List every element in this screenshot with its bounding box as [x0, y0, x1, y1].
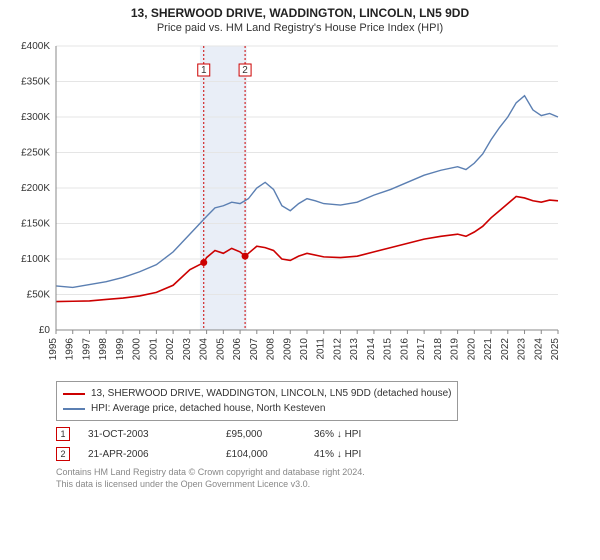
sale-diff: 41% ↓ HPI — [314, 449, 404, 460]
svg-text:2019: 2019 — [450, 338, 461, 361]
svg-text:2000: 2000 — [132, 338, 143, 361]
svg-text:1996: 1996 — [65, 338, 76, 361]
svg-text:2014: 2014 — [366, 338, 377, 361]
chart-subtitle: Price paid vs. HM Land Registry's House … — [8, 22, 592, 34]
sale-date: 21-APR-2006 — [88, 449, 208, 460]
svg-text:1997: 1997 — [81, 338, 92, 361]
svg-text:£0: £0 — [39, 325, 51, 336]
sales-list: 1 31-OCT-2003 £95,000 36% ↓ HPI 2 21-APR-2006… — [56, 427, 592, 461]
footer-line-1: Contains HM Land Registry data © Crown c… — [56, 467, 592, 479]
sale-date: 31-OCT-2003 — [88, 429, 208, 440]
sale-marker-box: 2 — [56, 447, 70, 461]
svg-text:2013: 2013 — [349, 338, 360, 361]
svg-text:2018: 2018 — [433, 338, 444, 361]
svg-text:2005: 2005 — [215, 338, 226, 361]
chart-title: 13, SHERWOOD DRIVE, WADDINGTON, LINCOLN,… — [8, 6, 592, 20]
legend-swatch — [63, 408, 85, 410]
svg-text:2006: 2006 — [232, 338, 243, 361]
svg-text:£250K: £250K — [21, 148, 50, 159]
svg-text:2010: 2010 — [299, 338, 310, 361]
sale-price: £104,000 — [226, 449, 296, 460]
svg-text:£200K: £200K — [21, 183, 50, 194]
svg-text:2002: 2002 — [165, 338, 176, 361]
sale-row: 2 21-APR-2006 £104,000 41% ↓ HPI — [56, 447, 592, 461]
svg-text:1998: 1998 — [98, 338, 109, 361]
chart-container: 13, SHERWOOD DRIVE, WADDINGTON, LINCOLN,… — [0, 0, 600, 560]
svg-text:2020: 2020 — [466, 338, 477, 361]
svg-text:1995: 1995 — [48, 338, 59, 361]
svg-text:2022: 2022 — [500, 338, 511, 361]
svg-text:2007: 2007 — [249, 338, 260, 361]
svg-text:£50K: £50K — [27, 290, 51, 301]
svg-text:2021: 2021 — [483, 338, 494, 361]
svg-text:2015: 2015 — [383, 338, 394, 361]
svg-text:£150K: £150K — [21, 219, 50, 230]
footer-line-2: This data is licensed under the Open Gov… — [56, 479, 592, 491]
svg-text:2: 2 — [242, 65, 248, 76]
svg-text:1999: 1999 — [115, 338, 126, 361]
svg-text:2009: 2009 — [282, 338, 293, 361]
svg-text:2003: 2003 — [182, 338, 193, 361]
sale-price: £95,000 — [226, 429, 296, 440]
svg-text:2025: 2025 — [550, 338, 561, 361]
legend-item: HPI: Average price, detached house, Nort… — [63, 401, 451, 416]
svg-text:£100K: £100K — [21, 254, 50, 265]
svg-text:2004: 2004 — [199, 338, 210, 361]
svg-text:2017: 2017 — [416, 338, 427, 361]
legend-label: 13, SHERWOOD DRIVE, WADDINGTON, LINCOLN,… — [91, 386, 451, 401]
svg-text:2008: 2008 — [266, 338, 277, 361]
svg-text:£350K: £350K — [21, 77, 50, 88]
svg-text:£400K: £400K — [21, 41, 50, 52]
svg-text:2012: 2012 — [332, 338, 343, 361]
svg-text:£300K: £300K — [21, 112, 50, 123]
svg-text:2024: 2024 — [533, 338, 544, 361]
footer: Contains HM Land Registry data © Crown c… — [56, 467, 592, 490]
svg-text:2023: 2023 — [517, 338, 528, 361]
legend: 13, SHERWOOD DRIVE, WADDINGTON, LINCOLN,… — [56, 381, 458, 421]
sale-diff: 36% ↓ HPI — [314, 429, 404, 440]
svg-text:2011: 2011 — [316, 338, 327, 360]
sale-marker-box: 1 — [56, 427, 70, 441]
legend-label: HPI: Average price, detached house, Nort… — [91, 401, 325, 416]
legend-swatch — [63, 393, 85, 395]
svg-text:2016: 2016 — [399, 338, 410, 361]
sale-row: 1 31-OCT-2003 £95,000 36% ↓ HPI — [56, 427, 592, 441]
chart-area: £0 £50K £100K £150K £200K £250K £300K £350K £400… — [8, 40, 592, 373]
svg-text:2001: 2001 — [148, 338, 159, 361]
svg-text:1: 1 — [201, 65, 207, 76]
legend-item: 13, SHERWOOD DRIVE, WADDINGTON, LINCOLN,… — [63, 386, 451, 401]
chart-svg: £0 £50K £100K £150K £200K £250K £300K £350K £400… — [8, 40, 568, 370]
title-block: 13, SHERWOOD DRIVE, WADDINGTON, LINCOLN,… — [8, 6, 592, 34]
